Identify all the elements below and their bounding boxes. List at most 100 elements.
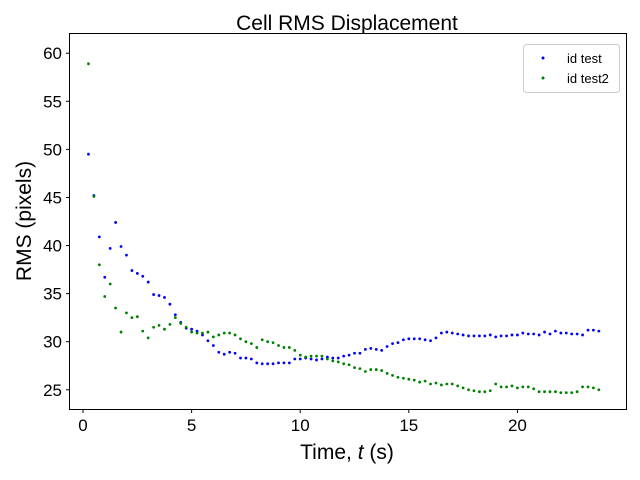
- legend-box: [523, 44, 620, 93]
- data-point: [412, 378, 416, 382]
- x-tick-label: 20: [508, 416, 527, 435]
- data-point: [505, 385, 508, 389]
- data-point: [255, 361, 259, 365]
- data-point: [418, 380, 422, 384]
- data-point: [483, 334, 487, 338]
- data-point: [249, 357, 253, 361]
- y-tick-label: 40: [43, 237, 62, 256]
- data-point: [255, 346, 259, 349]
- data-point: [597, 329, 601, 333]
- data-point: [494, 382, 498, 386]
- data-point: [499, 385, 503, 389]
- data-point: [407, 377, 411, 381]
- data-point: [282, 361, 286, 365]
- data-point: [385, 372, 389, 375]
- data-point: [401, 338, 405, 342]
- data-point: [347, 363, 351, 367]
- data-point: [434, 336, 438, 340]
- data-point: [467, 334, 470, 338]
- data-point: [168, 322, 172, 326]
- data-point: [266, 340, 270, 344]
- data-point: [586, 385, 590, 389]
- data-point: [385, 345, 389, 348]
- x-tick-label: 0: [78, 416, 87, 435]
- data-point: [559, 331, 563, 335]
- data-point: [190, 330, 194, 334]
- data-point: [130, 316, 134, 320]
- data-point: [287, 361, 291, 365]
- x-tick-label: 10: [291, 416, 310, 435]
- data-point: [374, 368, 378, 371]
- data-point: [510, 384, 514, 388]
- data-point: [92, 195, 96, 198]
- data-point: [331, 359, 335, 363]
- data-point: [537, 333, 541, 337]
- data-point: [396, 375, 400, 379]
- data-point: [119, 330, 123, 334]
- data-point: [597, 388, 601, 392]
- data-point: [125, 253, 128, 257]
- data-point: [97, 263, 101, 267]
- plot-area: [69, 33, 627, 410]
- data-point: [260, 362, 264, 366]
- data-point: [298, 357, 302, 361]
- y-tick-label: 25: [43, 381, 62, 400]
- data-point: [152, 325, 156, 329]
- data-point: [342, 354, 346, 358]
- data-point: [228, 350, 232, 354]
- data-point: [211, 335, 215, 339]
- data-point: [293, 348, 297, 352]
- data-point: [434, 381, 438, 385]
- legend-marker-id-test2: [541, 76, 545, 80]
- data-point: [380, 369, 384, 372]
- data-point: [157, 323, 161, 327]
- x-tick-label: 15: [399, 416, 418, 435]
- data-point: [233, 351, 237, 355]
- data-point: [439, 383, 443, 387]
- legend: id test id test2: [523, 44, 620, 93]
- data-point: [494, 335, 498, 339]
- data-point: [423, 338, 427, 342]
- data-point: [287, 346, 291, 349]
- data-point: [222, 352, 226, 356]
- data-point: [206, 330, 210, 334]
- data-point: [108, 282, 112, 286]
- y-tick-label: 30: [43, 333, 62, 352]
- data-point: [488, 333, 492, 337]
- data-point: [282, 346, 286, 349]
- data-point: [320, 354, 324, 358]
- data-point: [472, 334, 476, 338]
- data-point: [163, 296, 166, 299]
- data-point: [146, 280, 150, 284]
- data-point: [249, 342, 253, 346]
- data-point: [581, 385, 584, 389]
- data-points: [87, 62, 601, 395]
- data-point: [543, 390, 546, 394]
- x-axis-label: Time, t (s): [300, 441, 394, 464]
- data-point: [125, 311, 128, 315]
- data-point: [537, 390, 541, 394]
- data-point: [336, 360, 340, 364]
- y-tick-label: 45: [43, 188, 62, 207]
- data-point: [439, 331, 443, 335]
- data-point: [570, 391, 574, 395]
- data-point: [554, 329, 557, 333]
- data-point: [103, 275, 107, 279]
- data-point: [331, 356, 335, 360]
- data-point: [141, 274, 145, 278]
- data-point: [244, 340, 248, 344]
- y-tick-label: 50: [43, 140, 62, 159]
- data-point: [581, 333, 584, 337]
- x-tick-label: 5: [187, 416, 196, 435]
- data-point: [543, 330, 546, 334]
- data-point: [450, 382, 454, 386]
- data-point: [456, 332, 460, 336]
- data-point: [336, 356, 340, 360]
- data-point: [217, 333, 221, 337]
- data-point: [548, 390, 552, 394]
- data-point: [353, 351, 356, 355]
- data-point: [195, 331, 199, 335]
- data-point: [391, 342, 394, 346]
- data-point: [418, 337, 422, 341]
